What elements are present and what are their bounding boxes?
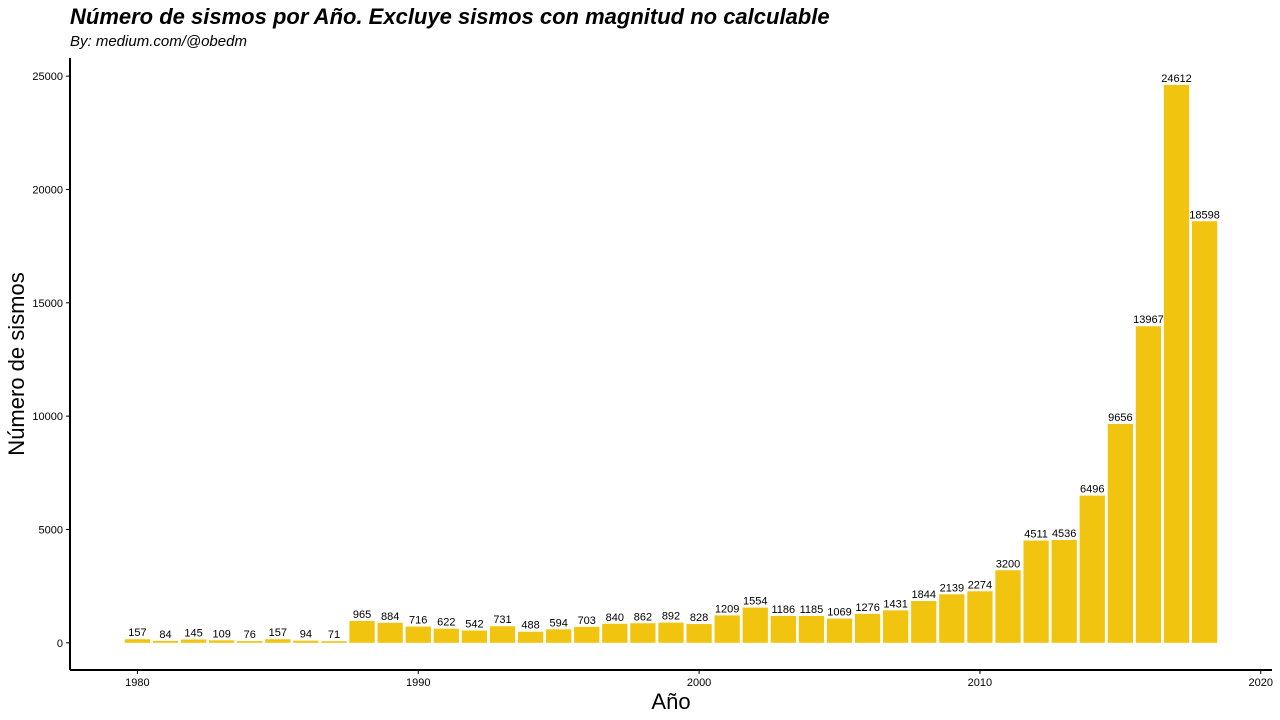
data-label-1993: 731 — [493, 614, 511, 626]
bar-2005 — [826, 618, 853, 643]
data-label-1987: 71 — [328, 629, 340, 641]
data-label-1991: 622 — [437, 617, 455, 629]
data-label-2013: 4536 — [1052, 528, 1076, 540]
data-label-1997: 840 — [606, 612, 624, 624]
data-label-1995: 594 — [549, 617, 567, 629]
bar-2002 — [742, 607, 768, 643]
x-tick-label: 2010 — [968, 677, 992, 689]
data-label-1984: 76 — [244, 629, 256, 641]
x-tick-label: 1980 — [125, 677, 149, 689]
bar-1992 — [461, 630, 488, 643]
bar-2001 — [714, 615, 740, 643]
bar-2012 — [1023, 540, 1049, 643]
data-label-1983: 109 — [212, 628, 230, 640]
bar-1999 — [658, 622, 684, 643]
data-labels-group: 157 84 145 109 76 157 94 71 965 884 716 622 542 731 48… — [128, 73, 1220, 641]
bar-2008 — [911, 601, 937, 643]
data-label-2014: 6496 — [1080, 484, 1104, 496]
bar-2013 — [1051, 539, 1077, 643]
data-label-1999: 892 — [662, 611, 680, 623]
bar-1996 — [574, 626, 600, 643]
bar-2018 — [1191, 221, 1218, 643]
bar-1988 — [349, 620, 375, 643]
data-label-1998: 862 — [634, 611, 652, 623]
chart-subtitle: By: medium.com/@obedm — [70, 33, 247, 50]
x-tick-label: 2020 — [1249, 677, 1273, 689]
data-label-2000: 828 — [690, 612, 708, 624]
data-label-1990: 716 — [409, 615, 427, 627]
bar-1989 — [377, 622, 403, 643]
data-label-2008: 1844 — [912, 589, 936, 601]
bar-2004 — [798, 615, 825, 643]
bar-2015 — [1107, 423, 1133, 643]
chart-title: Número de sismos por Año. Excluye sismos… — [70, 4, 830, 29]
bar-1985 — [265, 639, 291, 643]
data-label-2004: 1185 — [800, 604, 824, 616]
data-label-2018: 18598 — [1189, 209, 1220, 221]
data-label-2017: 24612 — [1161, 73, 1192, 85]
data-label-2015: 9656 — [1108, 412, 1132, 424]
x-tick-label: 2000 — [687, 677, 711, 689]
bar-1990 — [405, 626, 431, 643]
data-label-1989: 884 — [381, 611, 399, 623]
y-tick-label: 0 — [57, 638, 63, 650]
x-tick-label: 1990 — [406, 677, 430, 689]
data-label-2002: 1554 — [743, 596, 767, 608]
bar-2017 — [1163, 84, 1190, 643]
data-label-2006: 1276 — [855, 602, 879, 614]
data-label-2016: 13967 — [1133, 314, 1164, 326]
bar-1982 — [180, 639, 207, 643]
data-label-2012: 4511 — [1024, 529, 1048, 541]
bar-2011 — [995, 570, 1021, 643]
bars-group — [124, 84, 1218, 643]
bar-1993 — [489, 626, 516, 643]
y-axis-title: Número de sismos — [4, 272, 29, 455]
bar-1997 — [602, 623, 628, 643]
data-label-2011: 3200 — [996, 558, 1020, 570]
data-label-1994: 488 — [521, 620, 539, 632]
bar-1983 — [209, 640, 235, 643]
data-label-2005: 1069 — [827, 607, 851, 619]
bar-1998 — [630, 623, 656, 643]
data-label-2001: 1209 — [715, 603, 739, 615]
y-tick-label: 20000 — [32, 184, 63, 196]
bar-1980 — [124, 639, 151, 643]
bar-2000 — [686, 624, 712, 643]
data-label-1982: 145 — [184, 628, 202, 640]
data-label-1988: 965 — [353, 609, 371, 621]
bar-2009 — [939, 594, 965, 643]
data-label-1992: 542 — [465, 619, 483, 631]
data-label-1981: 84 — [159, 629, 171, 641]
y-tick-label: 25000 — [32, 71, 63, 83]
bar-1994 — [517, 631, 544, 643]
data-label-2010: 2274 — [968, 579, 992, 591]
data-label-1996: 703 — [578, 615, 596, 627]
bar-1981 — [152, 640, 179, 643]
bar-2006 — [854, 613, 881, 643]
y-tick-label: 5000 — [39, 524, 63, 536]
data-label-2009: 2139 — [940, 582, 964, 594]
y-tick-label: 10000 — [32, 411, 63, 423]
data-label-1986: 94 — [300, 629, 312, 641]
bar-1995 — [546, 629, 572, 643]
bar-2010 — [967, 591, 993, 643]
bar-2007 — [883, 610, 909, 643]
bar-1984 — [237, 641, 263, 643]
y-tick-label: 15000 — [32, 298, 63, 310]
bar-1991 — [433, 628, 459, 643]
data-label-2007: 1431 — [883, 598, 907, 610]
y-axis: 0 5000 10000 15000 20000 25000 — [32, 58, 71, 670]
x-axis: 1980 1990 2000 2010 2020 — [70, 669, 1273, 689]
data-label-2003: 1186 — [772, 604, 796, 616]
data-label-1980: 157 — [128, 627, 146, 639]
data-label-1985: 157 — [269, 627, 287, 639]
x-axis-title: Año — [651, 689, 690, 714]
bar-1987 — [321, 641, 347, 643]
bar-2003 — [770, 615, 796, 643]
bar-2014 — [1079, 495, 1105, 643]
bar-1986 — [293, 640, 319, 643]
bar-2016 — [1135, 326, 1162, 643]
